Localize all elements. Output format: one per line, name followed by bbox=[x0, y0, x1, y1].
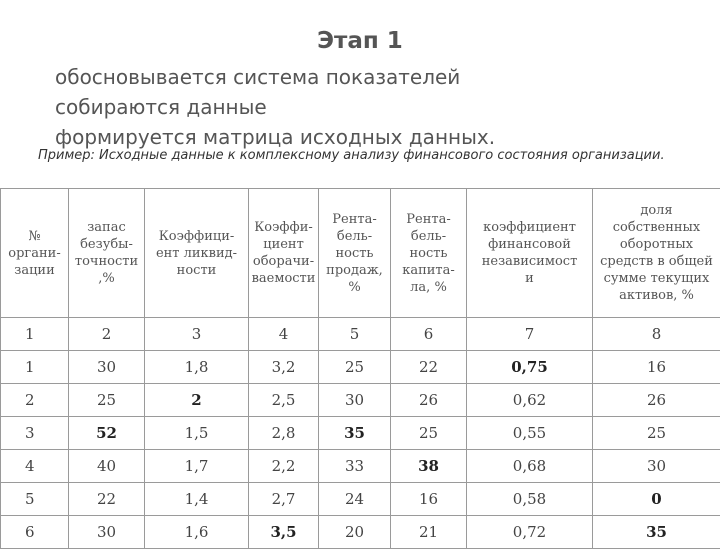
header-liquidity-ratio: Коэффици- ент ликвид- ности bbox=[145, 189, 249, 318]
header-sales-profitability: Рента- бель- ность продаж, % bbox=[319, 189, 391, 318]
header-safety-margin: запас безубы- точности ,% bbox=[69, 189, 145, 318]
table-cell: 22 bbox=[391, 351, 467, 384]
table-cell: 0 bbox=[593, 483, 720, 516]
column-number: 3 bbox=[145, 318, 249, 351]
table-cell: 6 bbox=[1, 516, 69, 549]
table-cell: 30 bbox=[593, 450, 720, 483]
table-cell: 4 bbox=[1, 450, 69, 483]
table-cell: 52 bbox=[69, 417, 145, 450]
table-cell: 1 bbox=[1, 351, 69, 384]
table-row: 2 25 2 2,5 30 26 0,62 26 bbox=[1, 384, 720, 417]
table-cell: 22 bbox=[69, 483, 145, 516]
table-cell: 25 bbox=[319, 351, 391, 384]
table-cell: 40 bbox=[69, 450, 145, 483]
column-number: 2 bbox=[69, 318, 145, 351]
table-cell: 0,68 bbox=[467, 450, 593, 483]
table-cell: 35 bbox=[319, 417, 391, 450]
column-number: 4 bbox=[249, 318, 319, 351]
table-cell: 2,2 bbox=[249, 450, 319, 483]
table-cell: 16 bbox=[391, 483, 467, 516]
bullet-item: собираются данные bbox=[55, 92, 495, 122]
table-cell: 2,5 bbox=[249, 384, 319, 417]
table-cell: 2,7 bbox=[249, 483, 319, 516]
table-cell: 2 bbox=[145, 384, 249, 417]
table-cell: 0,55 bbox=[467, 417, 593, 450]
slide-title: Этап 1 bbox=[0, 28, 720, 54]
table-cell: 1,6 bbox=[145, 516, 249, 549]
column-number: 6 bbox=[391, 318, 467, 351]
table-cell: 25 bbox=[69, 384, 145, 417]
table-cell: 24 bbox=[319, 483, 391, 516]
table-cell: 33 bbox=[319, 450, 391, 483]
table-cell: 0,58 bbox=[467, 483, 593, 516]
table-cell: 30 bbox=[69, 351, 145, 384]
header-org-number: № органи- зации bbox=[1, 189, 69, 318]
table-row: 4 40 1,7 2,2 33 38 0,68 30 bbox=[1, 450, 720, 483]
table-cell: 16 bbox=[593, 351, 720, 384]
table-row: 3 52 1,5 2,8 35 25 0,55 25 bbox=[1, 417, 720, 450]
table-cell: 1,5 bbox=[145, 417, 249, 450]
table-cell: 3,2 bbox=[249, 351, 319, 384]
column-number: 8 bbox=[593, 318, 720, 351]
header-turnover-ratio: Коэффи- циент оборачи- ваемости bbox=[249, 189, 319, 318]
table-row: 6 30 1,6 3,5 20 21 0,72 35 bbox=[1, 516, 720, 549]
table-cell: 26 bbox=[391, 384, 467, 417]
table-cell: 25 bbox=[391, 417, 467, 450]
table-header-row: № органи- зации запас безубы- точности ,… bbox=[1, 189, 720, 318]
table-row: 1 30 1,8 3,2 25 22 0,75 16 bbox=[1, 351, 720, 384]
table-cell: 0,75 bbox=[467, 351, 593, 384]
table-cell: 1,8 bbox=[145, 351, 249, 384]
table-cell: 1,4 bbox=[145, 483, 249, 516]
table-cell: 0,72 bbox=[467, 516, 593, 549]
table-cell: 0,62 bbox=[467, 384, 593, 417]
bullet-list: обосновывается система показателей собир… bbox=[55, 62, 495, 152]
table-cell: 3,5 bbox=[249, 516, 319, 549]
column-number-row: 1 2 3 4 5 6 7 8 bbox=[1, 318, 720, 351]
table-cell: 3 bbox=[1, 417, 69, 450]
header-financial-independence: коэффициент финансовой независимост и bbox=[467, 189, 593, 318]
table-cell: 35 bbox=[593, 516, 720, 549]
example-caption: Пример: Исходные данные к комплексному а… bbox=[38, 147, 698, 165]
table-row: 5 22 1,4 2,7 24 16 0,58 0 bbox=[1, 483, 720, 516]
table-cell: 26 bbox=[593, 384, 720, 417]
table-cell: 2,8 bbox=[249, 417, 319, 450]
table-cell: 30 bbox=[69, 516, 145, 549]
header-capital-profitability: Рента- бель- ность капита- ла, % bbox=[391, 189, 467, 318]
bullet-item: обосновывается система показателей bbox=[55, 62, 495, 92]
table-cell: 21 bbox=[391, 516, 467, 549]
table-cell: 25 bbox=[593, 417, 720, 450]
header-own-working-capital-share: доля собственных оборотных средств в общ… bbox=[593, 189, 720, 318]
table-cell: 20 bbox=[319, 516, 391, 549]
source-data-table: № органи- зации запас безубы- точности ,… bbox=[0, 188, 720, 549]
table-cell: 2 bbox=[1, 384, 69, 417]
table-cell: 38 bbox=[391, 450, 467, 483]
table-cell: 1,7 bbox=[145, 450, 249, 483]
column-number: 1 bbox=[1, 318, 69, 351]
table-cell: 30 bbox=[319, 384, 391, 417]
column-number: 7 bbox=[467, 318, 593, 351]
table-cell: 5 bbox=[1, 483, 69, 516]
column-number: 5 bbox=[319, 318, 391, 351]
